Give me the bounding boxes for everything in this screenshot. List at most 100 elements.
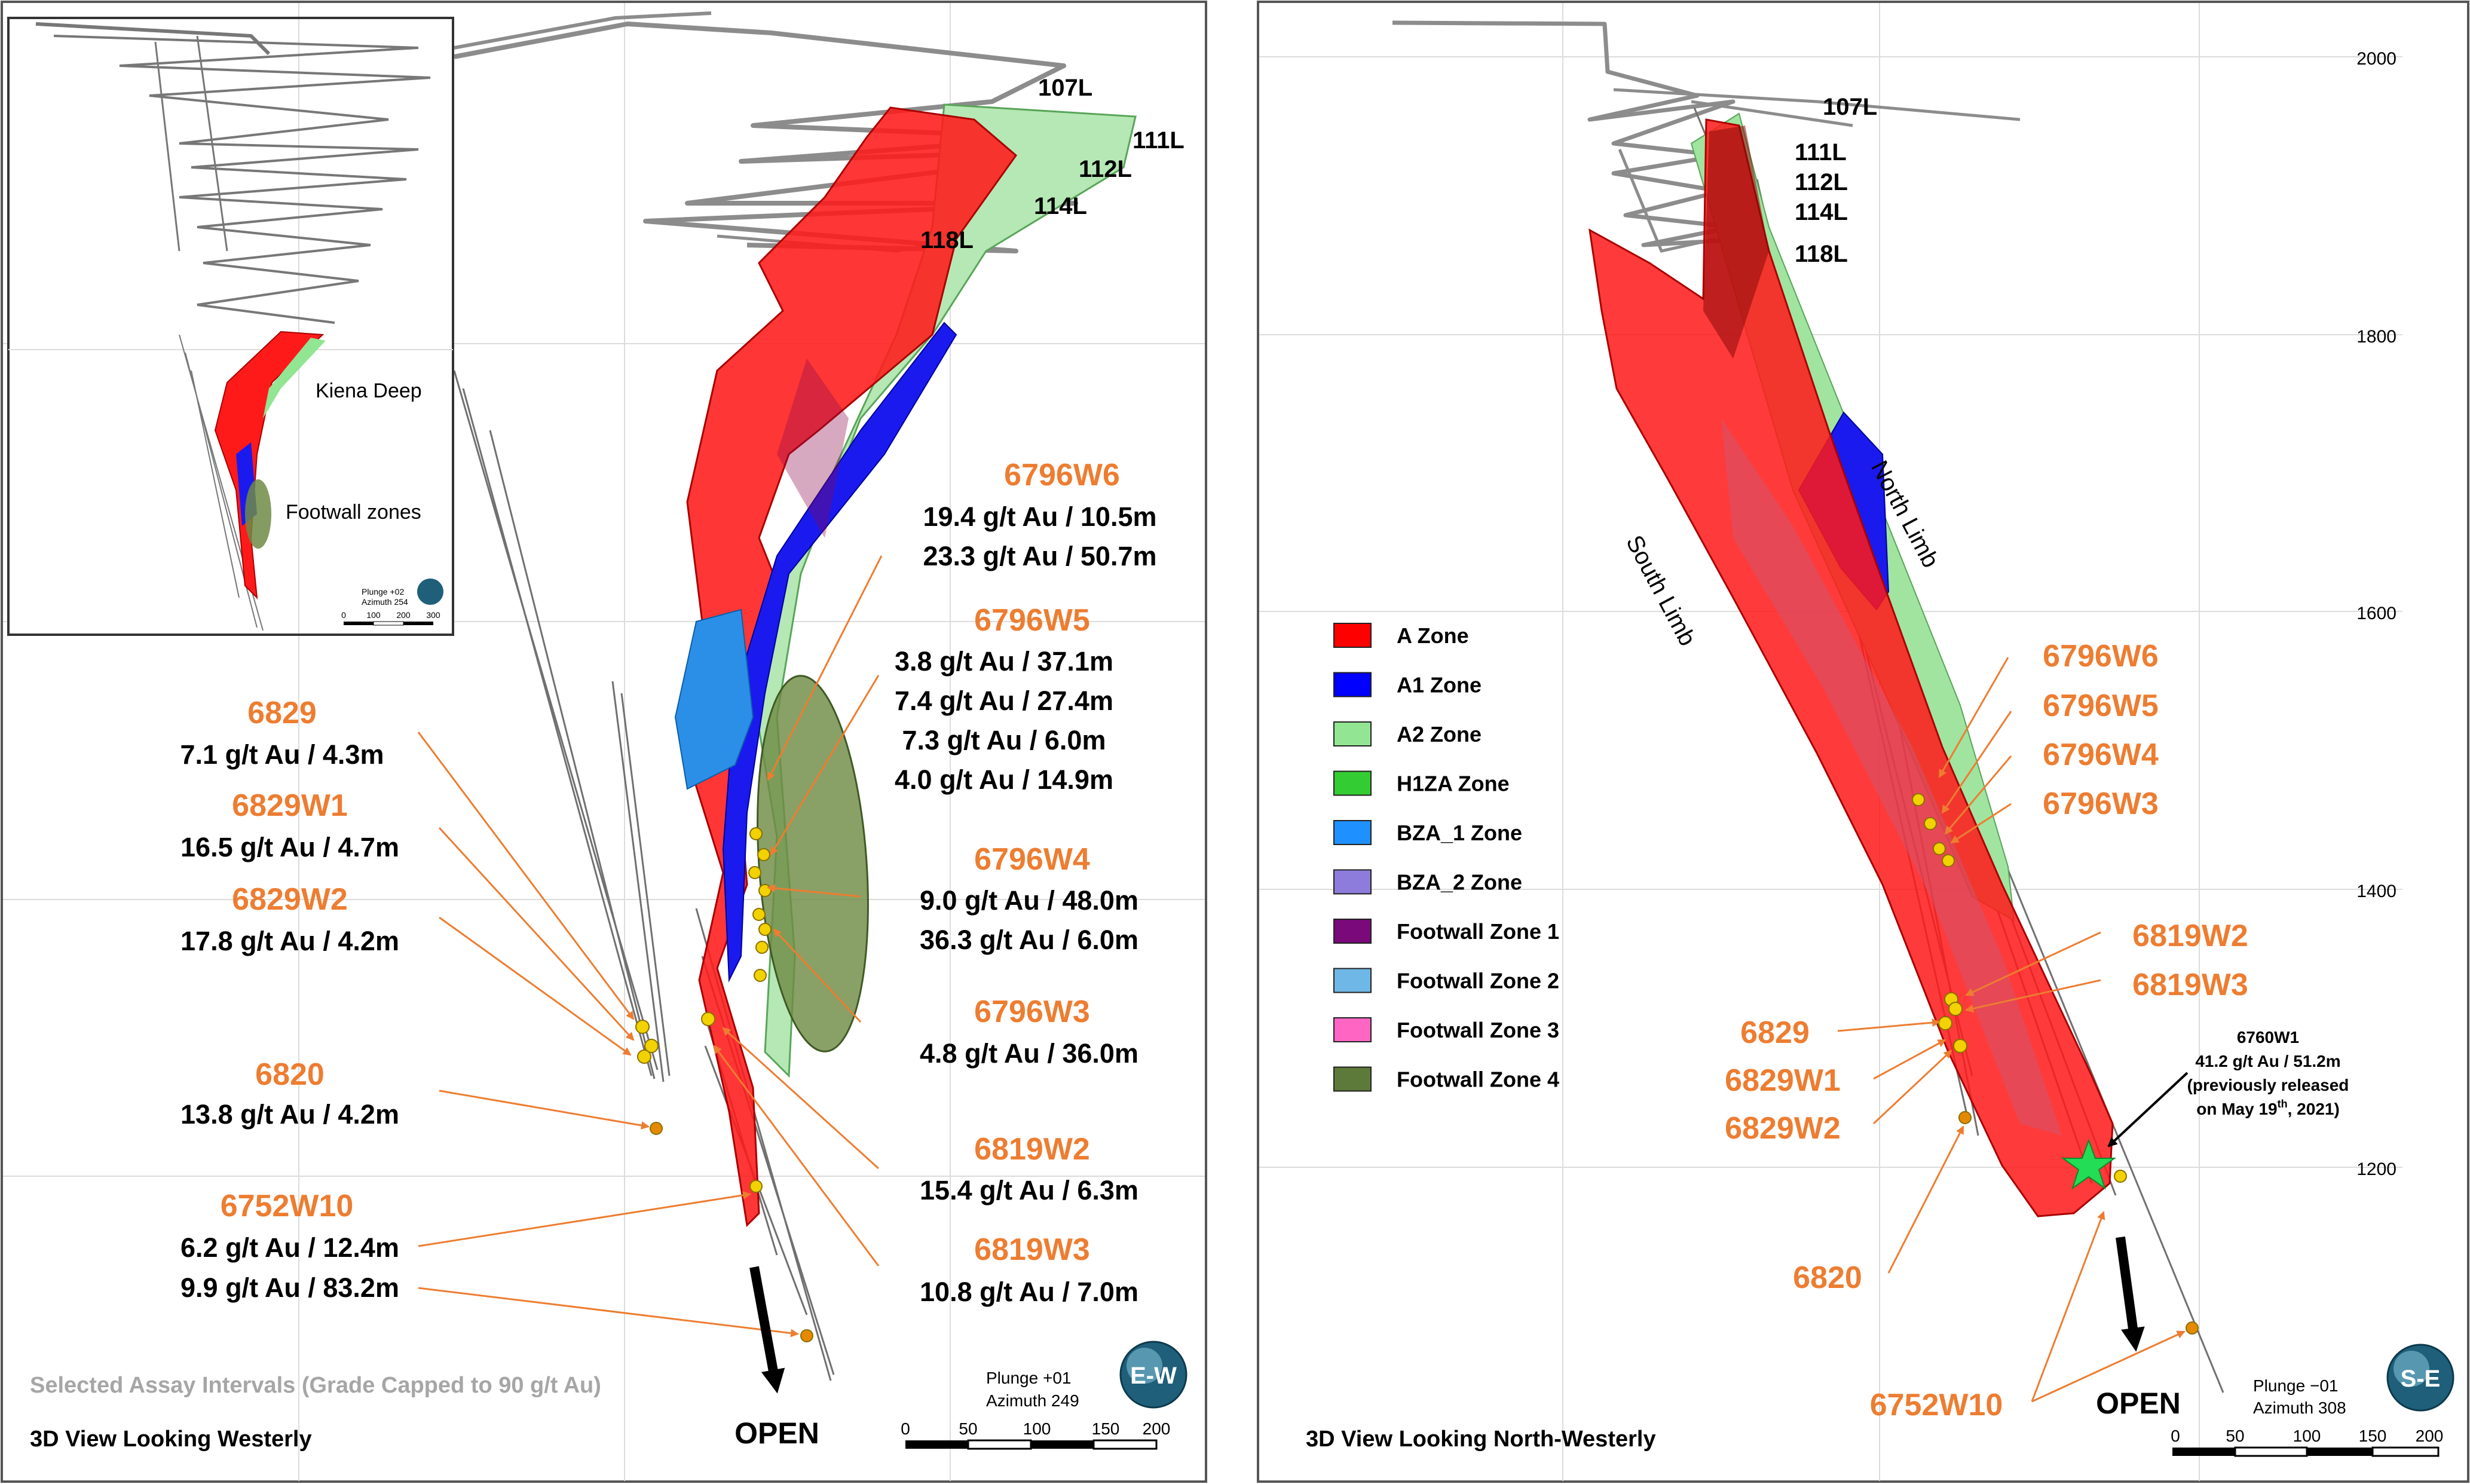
right-level-114L: 114L — [1795, 199, 1848, 225]
legend-swatch — [1333, 623, 1372, 648]
right-level-107L: 107L — [1823, 94, 1877, 120]
right-level-112L: 112L — [1795, 169, 1848, 195]
right-view-title: 3D View Looking North-Westerly — [1306, 1427, 1656, 1452]
inset-workings — [35, 22, 431, 324]
left-hole-6796W4: 6796W4 — [974, 842, 1090, 877]
left-compass-label: E-W — [1130, 1363, 1177, 1389]
left-assay-6796W3-1: 4.8 g/t Au / 36.0m — [920, 1038, 1138, 1069]
legend-label: A1 Zone — [1397, 673, 1482, 697]
inset-scale-100: 100 — [366, 610, 381, 620]
legend-label: Footwall Zone 3 — [1397, 1018, 1559, 1042]
right-hole-6796W5: 6796W5 — [2043, 689, 2159, 723]
inset-azimuth: Azimuth 254 — [362, 597, 408, 607]
legend-item: BZA_2 Zone — [1333, 869, 1522, 895]
inset-scale-200: 200 — [396, 610, 411, 620]
right-panel: 2000 1800 1600 1400 1200 — [1257, 1, 2469, 1483]
right-assay-dots — [1912, 793, 2199, 1335]
right-compass-icon: S-E — [2386, 1344, 2454, 1412]
left-assay-6829W2-1: 17.8 g/t Au / 4.2m — [180, 926, 399, 956]
zone-a-shape-right — [1588, 118, 2114, 1217]
left-hole-6752W10: 6752W10 — [221, 1189, 354, 1223]
zone-a-interior-shade — [1721, 418, 2062, 1136]
inset-footwall-shape — [245, 479, 271, 549]
left-view-title: 3D View Looking Westerly — [30, 1427, 312, 1452]
legend-item: A1 Zone — [1333, 672, 1482, 697]
zone-a-upper-shade — [1703, 126, 1769, 359]
right-plunge: Plunge −01 — [2253, 1376, 2338, 1395]
inset-scale-300: 300 — [426, 610, 440, 620]
right-level-118L: 118L — [1795, 241, 1848, 267]
right-hole-6796W4: 6796W4 — [2043, 738, 2159, 772]
left-hole-6829W1: 6829W1 — [232, 788, 348, 823]
right-hole-6820: 6820 — [1793, 1260, 1862, 1295]
left-assay-6752W10-1: 6.2 g/t Au / 12.4m — [180, 1232, 399, 1263]
right-open-arrow — [2116, 1236, 2145, 1352]
right-hole-6829: 6829 — [1740, 1015, 1810, 1050]
left-level-114L: 114L — [1034, 193, 1087, 219]
6760W1-callout-arrow — [2107, 1072, 2189, 1148]
legend-label: Footwall Zone 4 — [1397, 1067, 1559, 1092]
legend-label: BZA_1 Zone — [1397, 821, 1522, 845]
right-hole-6819W3: 6819W3 — [2132, 968, 2248, 1002]
inset-footwall-zones: Footwall zones — [286, 501, 421, 524]
left-hole-6820: 6820 — [255, 1057, 325, 1092]
left-disclaimer: Selected Assay Intervals (Grade Capped t… — [30, 1373, 601, 1398]
inset-panel: Kiena Deep Footwall zones Plunge +02 Azi… — [7, 17, 454, 636]
legend-swatch — [1333, 1017, 1372, 1042]
legend-item: A2 Zone — [1333, 721, 1482, 746]
left-assay-6796W5-1: 3.8 g/t Au / 37.1m — [895, 646, 1113, 677]
right-hole-6752W10: 6752W10 — [1870, 1388, 2003, 1422]
left-assay-6796W5-2: 7.4 g/t Au / 27.4m — [895, 686, 1113, 716]
right-scale-50: 50 — [2226, 1427, 2244, 1445]
left-scale-150: 150 — [1092, 1419, 1120, 1438]
zone-bza1-shape — [674, 608, 754, 790]
left-plunge: Plunge +01 — [986, 1369, 1071, 1387]
legend-label: Footwall Zone 1 — [1397, 919, 1559, 944]
left-open-label: OPEN — [734, 1416, 819, 1450]
legend-swatch — [1333, 968, 1372, 993]
right-orebody — [1588, 112, 2114, 1217]
legend-swatch — [1333, 721, 1372, 746]
inset-zone-a2-shape — [263, 338, 326, 418]
right-azimuth: Azimuth 308 — [2253, 1399, 2346, 1417]
left-azimuth: Azimuth 249 — [986, 1391, 1079, 1410]
zone-a1-shape — [722, 322, 957, 983]
left-open-arrow — [749, 1266, 785, 1394]
callout-note-2-prefix: on May 19 — [2196, 1100, 2277, 1118]
left-assay-6796W6-1: 19.4 g/t Au / 10.5m — [923, 501, 1157, 532]
left-scale-200: 200 — [1143, 1419, 1171, 1438]
callout-note-2-suffix: , 2021) — [2288, 1100, 2340, 1118]
callout-assay: 41.2 g/t Au / 51.2m — [2195, 1052, 2340, 1070]
right-elev-1400: 1400 — [2356, 882, 2396, 901]
legend-swatch — [1333, 672, 1372, 697]
left-hole-6819W2: 6819W2 — [974, 1132, 1090, 1167]
left-level-118L: 118L — [920, 227, 974, 253]
inset-frame — [7, 17, 454, 636]
callout-note-2-sup: th — [2278, 1098, 2288, 1110]
inset-scale-0: 0 — [341, 610, 346, 620]
left-hole-6829: 6829 — [247, 696, 317, 730]
left-scale-0: 0 — [901, 1419, 910, 1438]
right-elev-1600: 1600 — [2356, 604, 2396, 623]
left-assay-6796W5-3: 7.3 g/t Au / 6.0m — [902, 725, 1106, 755]
right-scale-0: 0 — [2171, 1427, 2180, 1445]
left-compass-icon: E-W — [1119, 1341, 1187, 1409]
right-scale-bar: 0 50 100 150 200 — [2171, 1427, 2443, 1457]
right-scale-100: 100 — [2293, 1427, 2321, 1445]
left-level-107L: 107L — [1038, 75, 1092, 101]
legend-item: A Zone — [1333, 623, 1469, 648]
left-assay-6820-1: 13.8 g/t Au / 4.2m — [180, 1099, 399, 1130]
legend-item: Footwall Zone 2 — [1333, 968, 1559, 993]
left-hole-6796W6: 6796W6 — [1004, 458, 1120, 492]
left-assay-6796W6-2: 23.3 g/t Au / 50.7m — [923, 541, 1157, 571]
right-level-111L: 111L — [1795, 139, 1847, 166]
legend-swatch — [1333, 919, 1372, 944]
left-assay-6829-1: 7.1 g/t Au / 4.3m — [180, 739, 384, 770]
right-hole-6819W2: 6819W2 — [2132, 919, 2248, 953]
left-assay-6796W4-2: 36.3 g/t Au / 6.0m — [920, 925, 1138, 955]
left-scale-bar: 0 50 100 150 200 — [901, 1419, 1171, 1450]
inset-plunge: Plunge +02 — [362, 587, 404, 596]
legend-item: Footwall Zone 3 — [1333, 1017, 1559, 1042]
footwall-zone-4-shape — [757, 675, 869, 1052]
zone-a-shade — [777, 359, 849, 538]
